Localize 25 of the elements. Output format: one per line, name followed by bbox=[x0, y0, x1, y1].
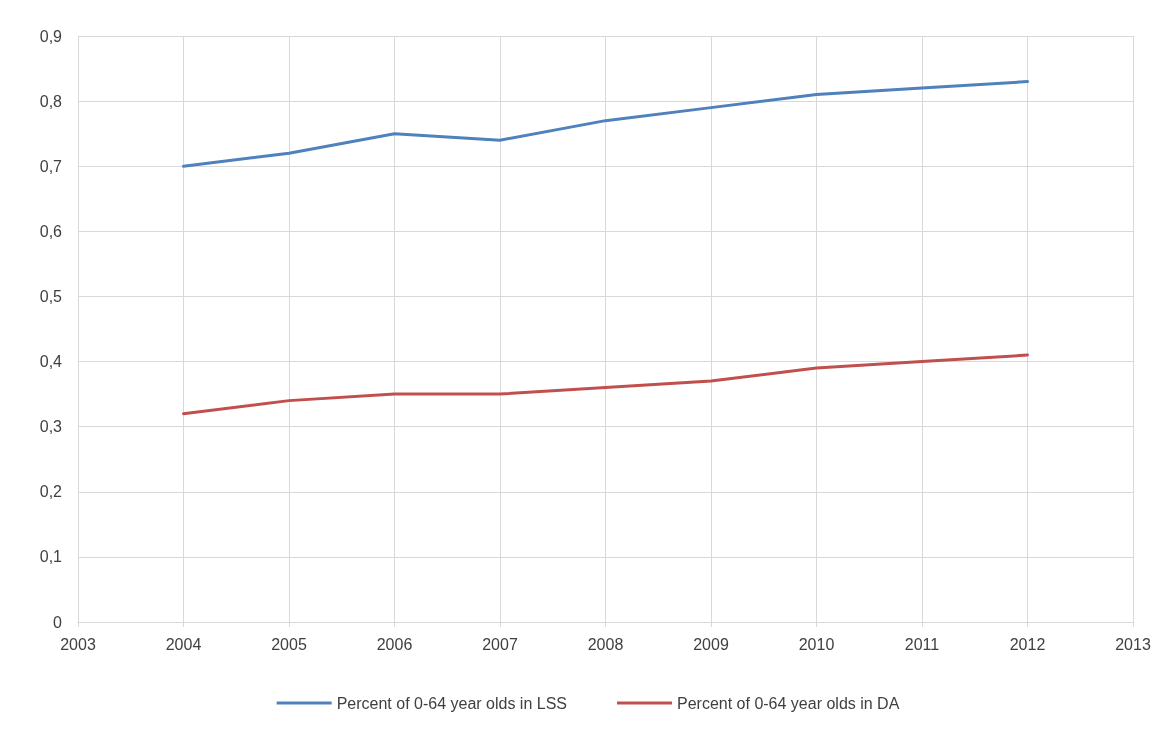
line-series bbox=[182, 353, 1029, 416]
y-tick-label: 0 bbox=[53, 613, 63, 631]
y-tick-label: 0,8 bbox=[39, 92, 63, 110]
y-tick-label: 0,6 bbox=[39, 222, 63, 240]
x-tick-label: 2006 bbox=[376, 635, 413, 653]
x-tick-label: 2004 bbox=[165, 635, 202, 653]
y-tick-label: 0,1 bbox=[39, 548, 63, 566]
y-tick-label: 0,2 bbox=[39, 483, 63, 501]
x-tick-label: 2003 bbox=[60, 635, 96, 653]
line-series bbox=[182, 80, 1029, 168]
x-tick-label: 2007 bbox=[482, 635, 518, 653]
x-tick-label: 2013 bbox=[1115, 635, 1151, 653]
x-tick-label: 2012 bbox=[1009, 635, 1046, 653]
y-tick-label: 0,7 bbox=[39, 157, 63, 175]
legend-label: Percent of 0-64 year olds in LSS bbox=[336, 694, 568, 712]
legend-label: Percent of 0-64 year olds in DA bbox=[677, 694, 900, 712]
y-tick-label: 0,9 bbox=[39, 27, 63, 45]
y-tick-label: 0,4 bbox=[39, 353, 63, 371]
x-tick-label: 2009 bbox=[693, 635, 729, 653]
x-tick-label: 2011 bbox=[904, 635, 940, 653]
y-tick-label: 0,3 bbox=[39, 418, 63, 436]
x-tick-label: 2005 bbox=[271, 635, 307, 653]
y-tick-label: 0,5 bbox=[39, 287, 63, 305]
x-tick-label: 2008 bbox=[587, 635, 624, 653]
x-tick-label: 2010 bbox=[798, 635, 835, 653]
